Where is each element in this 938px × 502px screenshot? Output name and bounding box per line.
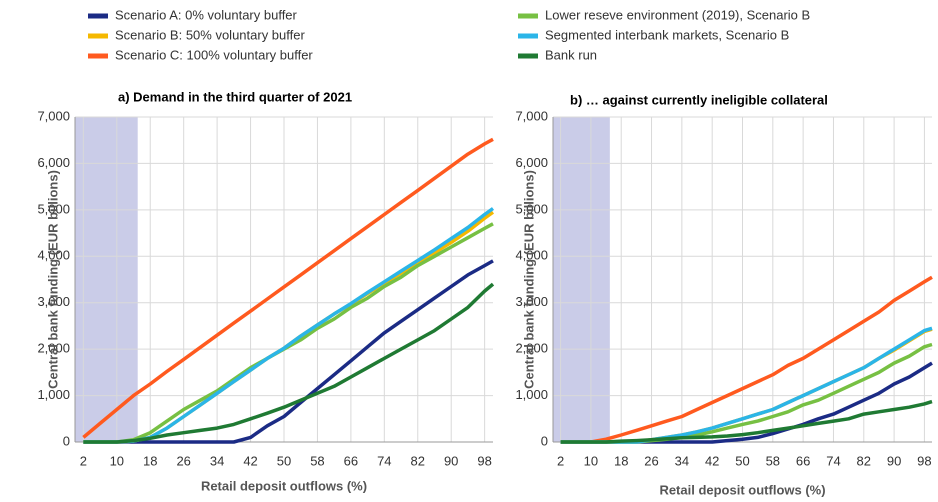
y-tick-label: 5,000 — [37, 201, 70, 216]
legend-label: Scenario C: 100% voluntary buffer — [115, 47, 313, 62]
x-tick-label: 90 — [444, 453, 458, 468]
series-line — [560, 275, 933, 444]
panel-title: b) … against currently ineligible collat… — [570, 92, 828, 107]
y-tick-label: 5,000 — [515, 201, 548, 216]
x-tick-label: 58 — [310, 453, 324, 468]
y-tick-label: 3,000 — [515, 294, 548, 309]
x-tick-label: 50 — [735, 453, 749, 468]
y-axis-label: Central bank funding (EUR billions) — [45, 170, 60, 389]
x-tick-label: 74 — [826, 453, 840, 468]
x-tick-label: 18 — [143, 453, 157, 468]
x-axis-label: Retail deposit outflows (%) — [659, 482, 825, 497]
shaded-region — [553, 117, 610, 442]
x-tick-label: 26 — [176, 453, 190, 468]
y-tick-label: 6,000 — [515, 155, 548, 170]
y-tick-label: 7,000 — [37, 108, 70, 123]
y-tick-label: 2,000 — [37, 341, 70, 356]
panel-title: a) Demand in the third quarter of 2021 — [118, 89, 352, 104]
y-tick-label: 4,000 — [37, 248, 70, 263]
x-tick-label: 10 — [110, 453, 124, 468]
series-line — [82, 137, 494, 439]
series-line — [83, 207, 495, 444]
y-tick-label: 1,000 — [37, 387, 70, 402]
x-tick-label: 90 — [887, 453, 901, 468]
x-tick-label: 34 — [675, 453, 689, 468]
x-tick-label: 2 — [80, 453, 87, 468]
y-tick-label: 1,000 — [515, 387, 548, 402]
x-tick-label: 10 — [584, 453, 598, 468]
legend-label: Scenario A: 0% voluntary buffer — [115, 7, 298, 22]
series-line — [83, 259, 494, 444]
x-tick-label: 26 — [644, 453, 658, 468]
x-tick-label: 66 — [344, 453, 358, 468]
x-tick-label: 66 — [796, 453, 810, 468]
y-tick-label: 0 — [63, 433, 70, 448]
series-line — [560, 399, 933, 444]
x-tick-label: 18 — [614, 453, 628, 468]
x-tick-label: 82 — [857, 453, 871, 468]
series-line — [83, 210, 495, 444]
y-tick-label: 3,000 — [37, 294, 70, 309]
y-tick-label: 4,000 — [515, 248, 548, 263]
x-tick-label: 42 — [705, 453, 719, 468]
x-tick-label: 74 — [377, 453, 391, 468]
x-tick-label: 50 — [277, 453, 291, 468]
x-tick-label: 82 — [411, 453, 425, 468]
x-tick-label: 98 — [917, 453, 931, 468]
y-tick-label: 0 — [541, 433, 548, 448]
x-axis-label: Retail deposit outflows (%) — [201, 478, 367, 493]
y-axis-label: Central bank funding (EUR billions) — [521, 170, 536, 389]
series-line — [83, 282, 495, 444]
legend-label: Segmented interbank markets, Scenario B — [545, 27, 789, 42]
x-tick-label: 58 — [766, 453, 780, 468]
x-tick-label: 42 — [243, 453, 257, 468]
series-line — [83, 222, 494, 444]
y-tick-label: 7,000 — [515, 108, 548, 123]
y-tick-label: 6,000 — [37, 155, 70, 170]
x-tick-label: 2 — [557, 453, 564, 468]
legend-label: Scenario B: 50% voluntary buffer — [115, 27, 305, 42]
legend-label: Bank run — [545, 47, 597, 62]
y-tick-label: 2,000 — [515, 341, 548, 356]
legend-label: Lower reseve environment (2019), Scenari… — [545, 7, 810, 22]
shaded-region — [75, 117, 138, 442]
x-tick-label: 98 — [477, 453, 491, 468]
x-tick-label: 34 — [210, 453, 224, 468]
